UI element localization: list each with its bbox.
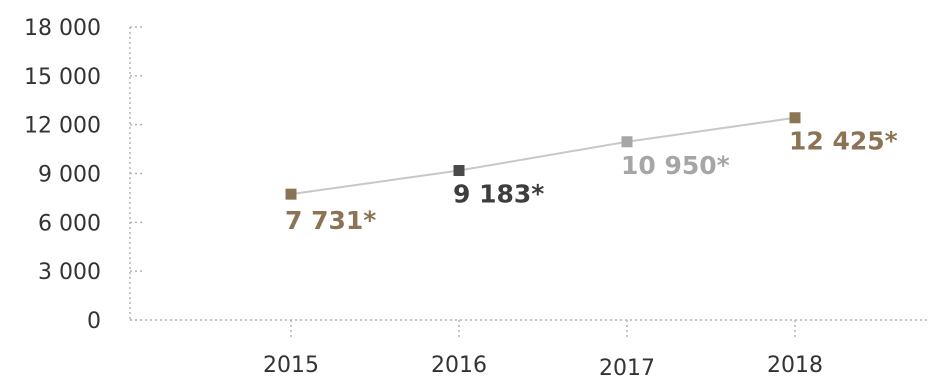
- x-tick-label: 2017: [599, 356, 655, 376]
- y-tick-label: 12 000: [24, 114, 101, 139]
- y-axis: 0 3 000 6 000 9 000 12 000 15 000 18 000: [24, 16, 142, 334]
- y-tick-label: 6 000: [38, 211, 101, 236]
- y-tick-label: 18 000: [24, 16, 101, 41]
- x-tick-label: 2016: [431, 353, 487, 376]
- y-tick-label: 3 000: [38, 260, 101, 285]
- data-label: 7 731*: [285, 206, 376, 235]
- y-tick-label: 9 000: [38, 163, 101, 188]
- x-tick-label: 2015: [263, 353, 319, 376]
- data-point-marker: [621, 136, 633, 148]
- y-tick-label: 15 000: [24, 65, 101, 90]
- data-point-marker: [789, 112, 801, 124]
- series-layer: 7 731* 9 183* 10 950* 12 425*: [285, 112, 898, 235]
- y-tick-label: 0: [87, 309, 101, 334]
- x-tick-label: 2018: [767, 353, 823, 376]
- data-label: 12 425*: [789, 127, 898, 156]
- x-axis: 2015 2016 2017 2018: [130, 319, 928, 376]
- data-point-marker: [453, 165, 465, 177]
- data-label: 10 950*: [621, 151, 730, 180]
- data-label: 9 183*: [453, 180, 544, 209]
- series-line: [290, 116, 796, 196]
- data-point-marker: [285, 188, 297, 200]
